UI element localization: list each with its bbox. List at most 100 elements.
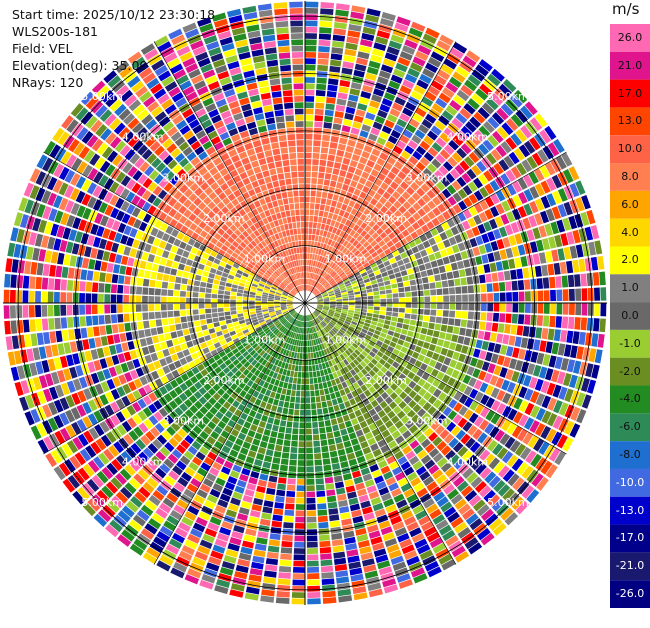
- velocity-gate: [163, 182, 174, 193]
- velocity-gate: [123, 294, 130, 303]
- velocity-gate: [313, 267, 317, 274]
- velocity-gate: [521, 485, 535, 499]
- velocity-gate: [588, 241, 597, 256]
- velocity-gate: [353, 374, 361, 382]
- velocity-gate: [333, 404, 340, 412]
- velocity-gate: [403, 280, 410, 287]
- velocity-gate: [463, 208, 472, 219]
- velocity-gate: [305, 1, 319, 8]
- velocity-gate: [90, 441, 102, 455]
- velocity-gate: [210, 550, 224, 560]
- velocity-gate: [399, 391, 408, 400]
- velocity-gate: [373, 192, 382, 201]
- velocity-gate: [353, 115, 364, 124]
- velocity-gate: [368, 588, 384, 598]
- velocity-gate: [548, 447, 561, 462]
- velocity-gate: [137, 398, 147, 409]
- velocity-gate: [165, 171, 175, 181]
- velocity-gate: [319, 287, 325, 292]
- velocity-gate: [256, 426, 265, 435]
- velocity-gate: [445, 246, 454, 256]
- velocity-gate: [457, 446, 469, 458]
- velocity-gate: [536, 476, 549, 491]
- velocity-gate: [238, 316, 245, 321]
- velocity-gate: [361, 299, 368, 303]
- velocity-gate: [280, 304, 287, 306]
- velocity-gate: [204, 303, 211, 309]
- velocity-gate: [454, 498, 467, 510]
- velocity-gate: [236, 269, 244, 275]
- velocity-gate: [367, 295, 374, 300]
- velocity-gate: [493, 461, 505, 474]
- velocity-gate: [328, 360, 333, 367]
- velocity-gate: [136, 509, 150, 522]
- velocity-gate: [369, 100, 380, 109]
- velocity-gate: [155, 319, 163, 327]
- velocity-gate: [215, 411, 224, 420]
- velocity-gate: [372, 391, 380, 399]
- velocity-gate: [491, 498, 505, 512]
- velocity-gate: [508, 151, 520, 165]
- velocity-gate: [46, 176, 58, 191]
- velocity-gate: [35, 276, 42, 290]
- velocity-gate: [552, 415, 564, 430]
- velocity-gate: [103, 191, 114, 204]
- velocity-gate: [206, 436, 216, 445]
- velocity-gate: [178, 215, 188, 225]
- velocity-gate: [324, 237, 330, 245]
- velocity-gate: [316, 283, 322, 289]
- velocity-gate: [378, 70, 391, 80]
- velocity-gate: [313, 311, 318, 317]
- velocity-gate: [359, 130, 369, 139]
- velocity-gate: [371, 347, 379, 354]
- velocity-gate: [10, 320, 18, 334]
- velocity-gate: [373, 295, 380, 299]
- velocity-gate: [296, 485, 305, 492]
- velocity-gate: [590, 224, 600, 240]
- velocity-gate: [418, 515, 431, 526]
- velocity-gate: [398, 292, 405, 298]
- velocity-gate: [41, 190, 52, 204]
- velocity-gate: [493, 292, 500, 302]
- velocity-gate: [415, 145, 427, 156]
- velocity-gate: [254, 323, 261, 329]
- velocity-gate: [478, 244, 487, 255]
- velocity-gate: [333, 286, 339, 290]
- velocity-gate: [235, 273, 242, 279]
- velocity-gate: [427, 210, 436, 220]
- velocity-gate: [332, 34, 346, 42]
- velocity-gate: [138, 422, 149, 434]
- velocity-gate: [154, 145, 165, 157]
- velocity-gate: [403, 318, 411, 325]
- velocity-gate: [339, 506, 350, 514]
- velocity-gate: [574, 317, 581, 330]
- velocity-gate: [197, 211, 207, 220]
- velocity-gate: [350, 464, 360, 473]
- velocity-gate: [315, 274, 319, 281]
- velocity-gate: [198, 192, 208, 201]
- velocity-gate: [492, 522, 507, 536]
- velocity-gate: [324, 274, 330, 280]
- velocity-gate: [321, 191, 328, 199]
- velocity-gate: [310, 247, 314, 254]
- velocity-gate: [323, 265, 329, 272]
- velocity-gate: [478, 211, 488, 223]
- velocity-gate: [141, 365, 150, 375]
- velocity-gate: [368, 340, 376, 347]
- velocity-gate: [343, 177, 352, 186]
- velocity-gate: [287, 284, 293, 290]
- velocity-gate: [223, 332, 231, 339]
- velocity-gate: [383, 362, 392, 370]
- velocity-gate: [69, 455, 82, 470]
- velocity-gate: [158, 133, 170, 145]
- velocity-gate: [326, 90, 337, 98]
- velocity-gate: [66, 214, 76, 228]
- velocity-gate: [404, 101, 417, 112]
- velocity-gate: [307, 340, 310, 347]
- velocity-gate: [159, 463, 171, 474]
- velocity-gate: [312, 288, 318, 294]
- velocity-gate: [187, 238, 196, 246]
- velocity-gate: [330, 135, 339, 143]
- velocity-gate: [348, 458, 358, 467]
- velocity-gate: [424, 560, 439, 572]
